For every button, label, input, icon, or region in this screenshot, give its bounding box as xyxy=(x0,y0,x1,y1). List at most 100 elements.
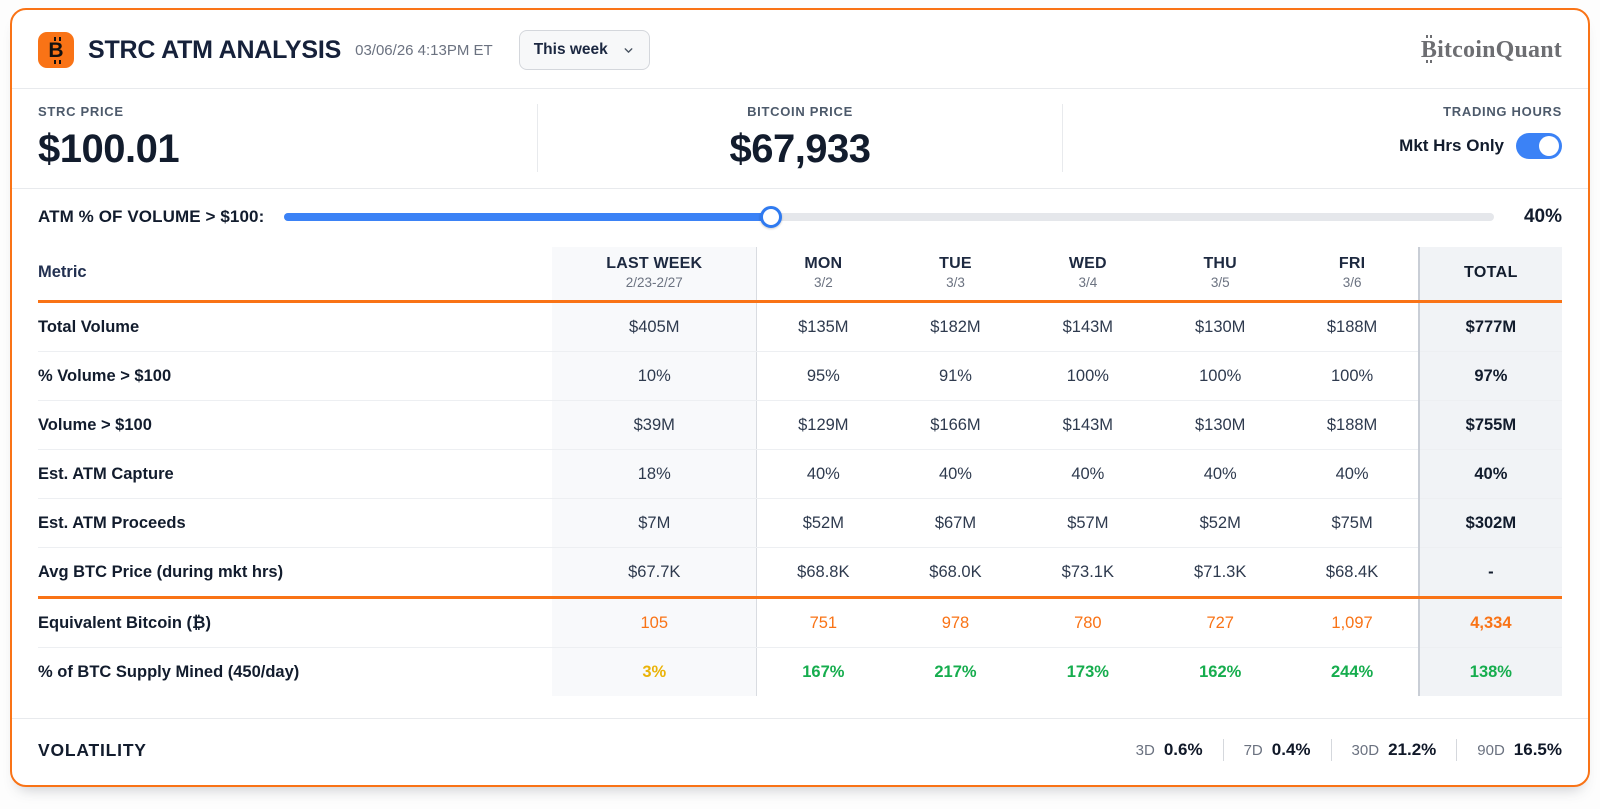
volatility-item: 3D 0.6% xyxy=(1136,740,1203,760)
volatility-value: 0.4% xyxy=(1271,740,1311,759)
atm-slider-row: ATM % OF VOLUME > $100: 40% xyxy=(12,189,1588,247)
table-cell: $182M xyxy=(889,301,1022,352)
mkt-hrs-toggle[interactable] xyxy=(1516,133,1563,159)
column-header-total: TOTAL xyxy=(1417,247,1562,303)
table-cell: $68.0K xyxy=(889,547,1022,599)
table-cell: 3% xyxy=(552,647,758,696)
table-cell: 10% xyxy=(552,351,758,401)
bitcoin-icon: B xyxy=(38,32,74,68)
table-cell: $129M xyxy=(756,400,890,450)
table-cell: $188M xyxy=(1286,400,1419,450)
table-cell: $143M xyxy=(1021,301,1155,352)
mkt-hrs-only-label: Mkt Hrs Only xyxy=(1399,136,1505,155)
volatility-item: 90D 16.5% xyxy=(1477,740,1562,760)
total-cell: $777M xyxy=(1417,301,1562,352)
table-cell: $143M xyxy=(1021,400,1155,450)
strc-price-value: $100.01 xyxy=(38,127,180,171)
top-bar: B STRC ATM ANALYSIS 03/06/26 4:13PM ET T… xyxy=(12,10,1588,89)
divider xyxy=(1330,739,1332,761)
column-header-fri: FRI 3/6 xyxy=(1286,247,1419,303)
atm-volume-slider[interactable] xyxy=(284,206,1494,228)
table-cell: $71.3K xyxy=(1154,547,1287,599)
volatility-items: 3D 0.6% 7D 0.4% 30D 21.2% 90D 16.5% xyxy=(1136,739,1562,761)
table-cell: 167% xyxy=(802,662,845,681)
table-cell: $52M xyxy=(1154,498,1287,548)
table-cell: $67M xyxy=(889,498,1022,548)
table-cell: 751 xyxy=(756,597,890,648)
table-cell: $52M xyxy=(756,498,890,548)
table-cell: $57M xyxy=(1021,498,1155,548)
table-cell: $39M xyxy=(552,400,758,450)
toggle-knob xyxy=(1539,136,1560,156)
table-cell: 217% xyxy=(934,662,977,681)
metric-label: Est. ATM Proceeds xyxy=(38,498,553,548)
metric-label: % Volume > $100 xyxy=(38,351,553,401)
table-row-avg-btc-price: Avg BTC Price (during mkt hrs) $67.7K $6… xyxy=(38,547,1562,599)
table-cell: $68.8K xyxy=(756,547,890,599)
table-cell: 105 xyxy=(552,597,758,648)
volatility-value: 0.6% xyxy=(1163,740,1203,759)
price-strip: STRC PRICE $100.01 BITCOIN PRICE $67,933… xyxy=(12,89,1588,189)
column-header-mon: MON 3/2 xyxy=(756,247,890,303)
volatility-value: 21.2% xyxy=(1388,740,1437,759)
total-cell: $755M xyxy=(1417,400,1562,450)
trading-hours-label: TRADING HOURS xyxy=(1443,104,1563,119)
table-cell: 978 xyxy=(889,597,1022,648)
metric-label: Volume > $100 xyxy=(38,400,553,450)
table-cell: $130M xyxy=(1154,301,1287,352)
table-row-est-atm-capture: Est. ATM Capture 18% 40% 40% 40% 40% 40%… xyxy=(38,449,1562,499)
table-cell: $75M xyxy=(1286,498,1419,548)
volatility-label: VOLATILITY xyxy=(38,739,147,760)
table-cell: 40% xyxy=(1021,449,1155,499)
column-header-metric: Metric xyxy=(38,247,553,303)
table-row-est-atm-proceeds: Est. ATM Proceeds $7M $52M $67M $57M $52… xyxy=(38,498,1562,548)
table-row-equivalent-bitcoin: Equivalent Bitcoin (₿) 105 751 978 780 7… xyxy=(38,597,1562,648)
table-cell: 162% xyxy=(1199,662,1242,681)
table-header-row: Metric LAST WEEK 2/23-2/27 MON 3/2 TUE 3… xyxy=(38,247,1562,303)
volatility-period: 90D xyxy=(1477,742,1505,759)
period-dropdown[interactable]: This week xyxy=(518,30,650,70)
total-cell: 40% xyxy=(1417,449,1562,499)
brand-logo: BitcoinQuant xyxy=(1420,34,1562,63)
table-cell: 100% xyxy=(1286,351,1419,401)
table-cell: 91% xyxy=(889,351,1022,401)
table-cell: 244% xyxy=(1330,662,1374,681)
table-row-total-volume: Total Volume $405M $135M $182M $143M $13… xyxy=(38,301,1562,352)
table-cell: $73.1K xyxy=(1021,547,1155,599)
table-row-pct-volume: % Volume > $100 10% 95% 91% 100% 100% 10… xyxy=(38,351,1562,401)
table-cell: 100% xyxy=(1154,351,1287,401)
metrics-table-wrap: Metric LAST WEEK 2/23-2/27 MON 3/2 TUE 3… xyxy=(12,247,1588,696)
atm-slider-value: 40% xyxy=(1523,206,1562,227)
table-cell: 40% xyxy=(1154,449,1287,499)
strc-atm-analysis-panel: B STRC ATM ANALYSIS 03/06/26 4:13PM ET T… xyxy=(10,8,1590,787)
table-cell: 1,097 xyxy=(1286,597,1419,648)
chevron-down-icon xyxy=(622,44,635,57)
volatility-period: 3D xyxy=(1135,742,1155,759)
divider xyxy=(1456,739,1458,761)
volatility-item: 30D 21.2% xyxy=(1352,740,1437,760)
period-dropdown-value: This week xyxy=(533,41,608,58)
metric-label: Avg BTC Price (during mkt hrs) xyxy=(38,547,553,599)
table-cell: 95% xyxy=(756,351,890,401)
metrics-table: Metric LAST WEEK 2/23-2/27 MON 3/2 TUE 3… xyxy=(38,247,1562,696)
total-cell: $302M xyxy=(1417,498,1562,548)
table-cell: 100% xyxy=(1021,351,1155,401)
table-cell: 18% xyxy=(552,449,758,499)
page-title: STRC ATM ANALYSIS xyxy=(88,35,342,64)
column-header-wed: WED 3/4 xyxy=(1021,247,1155,303)
strc-price-block: STRC PRICE $100.01 xyxy=(12,104,537,172)
metric-label: Est. ATM Capture xyxy=(38,449,553,499)
column-header-tue: TUE 3/3 xyxy=(889,247,1022,303)
slider-handle[interactable] xyxy=(759,206,782,228)
column-header-thu: THU 3/5 xyxy=(1154,247,1287,303)
metric-label: Equivalent Bitcoin (₿) xyxy=(38,597,553,648)
column-header-last-week: LAST WEEK 2/23-2/27 xyxy=(552,247,758,303)
slider-fill xyxy=(284,213,771,221)
bitcoin-price-block: BITCOIN PRICE $67,933 xyxy=(536,104,1064,172)
volatility-item: 7D 0.4% xyxy=(1244,740,1311,760)
table-cell: 780 xyxy=(1021,597,1155,648)
metric-label: Total Volume xyxy=(38,301,553,352)
table-cell: $405M xyxy=(552,301,758,352)
table-cell: $135M xyxy=(756,301,890,352)
volatility-footer: VOLATILITY 3D 0.6% 7D 0.4% 30D 21.2% 90D… xyxy=(12,718,1588,785)
